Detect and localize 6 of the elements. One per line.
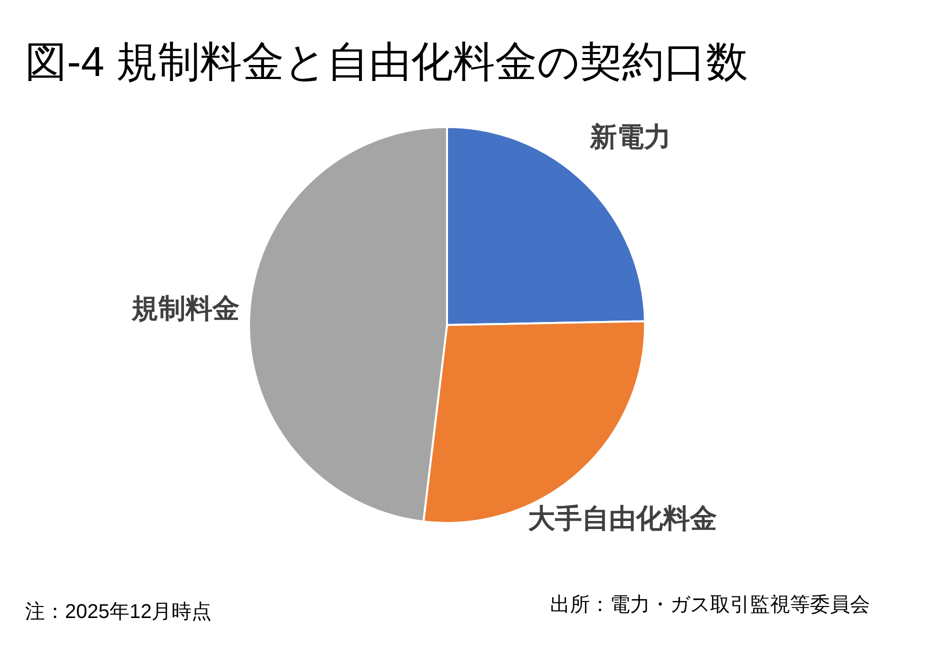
- text: 注：2025年12月時点: [25, 601, 212, 623]
- text: 出所：電力・ガス取引監視等委員会: [550, 594, 870, 616]
- slice-label: 新電力: [589, 122, 672, 152]
- chart-title: 図-4 規制料金と自由化料金の契約口数: [25, 38, 748, 85]
- slice-label: 規制料金: [130, 293, 240, 324]
- slice-label: 大手自由化料金: [528, 503, 718, 534]
